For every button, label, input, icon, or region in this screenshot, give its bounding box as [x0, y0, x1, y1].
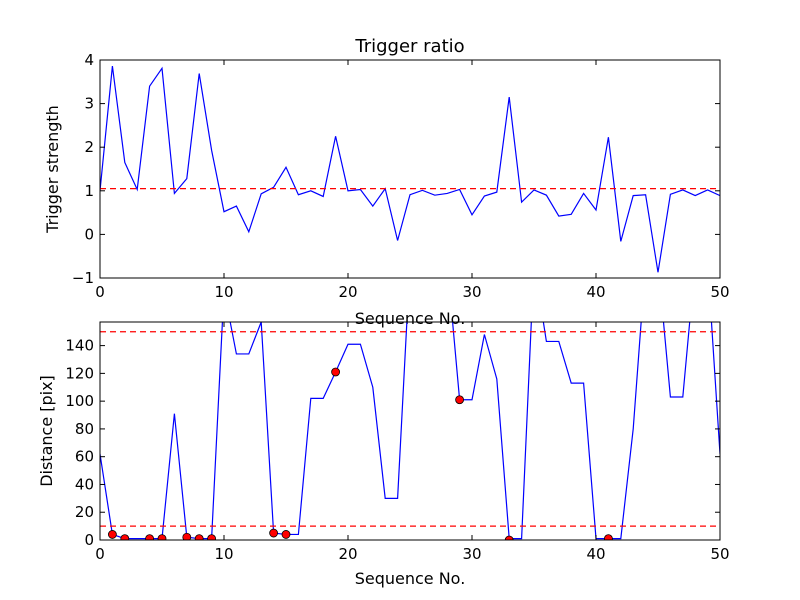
- bottom-marker-point: [207, 534, 216, 540]
- top-x-tick-label: 40: [586, 283, 605, 301]
- bottom-marker-point: [504, 535, 514, 540]
- top-series-line-0: [100, 66, 720, 273]
- bottom-marker-point: [145, 534, 154, 540]
- bottom-plot-area: [100, 322, 720, 540]
- bottom-x-tick-label: 40: [586, 545, 605, 563]
- bottom-y-tick-label: 40: [75, 475, 94, 493]
- bottom-y-tick-label: 60: [75, 448, 94, 466]
- top-y-tick-label: 3: [84, 95, 94, 113]
- bottom-chart: 0 10 20 30 40 50 0 20 40 60 80 100 120 140 Sequence N…: [37, 321, 730, 588]
- top-y-tick-label: 1: [84, 182, 94, 200]
- bottom-marker-point: [331, 367, 341, 377]
- bottom-marker-point: [120, 534, 130, 540]
- bottom-marker-point: [281, 530, 291, 539]
- bottom-x-tick-label: 0: [95, 545, 105, 563]
- top-x-tick-label: 30: [462, 283, 481, 301]
- top-x-tick-label: 10: [214, 283, 233, 301]
- bottom-marker-point: [157, 534, 167, 540]
- bottom-y-tick-label: 80: [75, 420, 94, 438]
- bottom-x-tick-label: 30: [462, 545, 481, 563]
- bottom-y-axis-label: Distance [pix]: [37, 375, 56, 487]
- top-plot-area: [100, 66, 720, 273]
- bottom-y-tick-label: 120: [65, 364, 94, 382]
- top-y-tick-label: 4: [84, 51, 94, 69]
- top-y-tick-label: −1: [72, 269, 94, 287]
- bottom-x-tick-label: 50: [710, 545, 729, 563]
- top-y-tick-label: 2: [84, 138, 94, 156]
- top-y-tick-label: 0: [84, 225, 94, 243]
- bottom-marker-point: [604, 534, 613, 540]
- bottom-y-tick-label: 100: [65, 392, 94, 410]
- top-x-tick-label: 0: [95, 283, 105, 301]
- bottom-marker-point: [455, 395, 465, 405]
- bottom-marker-point: [194, 534, 204, 540]
- bottom-marker-point: [108, 530, 117, 539]
- bottom-marker-point: [182, 532, 192, 540]
- bottom-x-tick-label: 10: [214, 545, 233, 563]
- bottom-x-tick-label: 20: [338, 545, 357, 563]
- top-x-tick-label: 20: [338, 283, 357, 301]
- top-y-axis-label: Trigger strength: [43, 105, 62, 234]
- top-plot-frame: [99, 59, 721, 279]
- bottom-y-tick-label: 140: [65, 337, 94, 355]
- top-x-axis-label: Sequence No.: [355, 309, 466, 328]
- bottom-y-tick-label: 0: [84, 531, 94, 549]
- bottom-x-axis-label: Sequence No.: [355, 569, 466, 588]
- top-chart-title: Trigger ratio: [354, 36, 464, 57]
- bottom-y-tick-label: 20: [75, 503, 94, 521]
- bottom-ticks: 0 10 20 30 40 50 0 20 40 60 80 100 120 140: [65, 322, 730, 563]
- bottom-marker-point: [269, 528, 279, 538]
- top-x-tick-label: 50: [710, 283, 729, 301]
- bottom-plot-frame: [99, 321, 721, 541]
